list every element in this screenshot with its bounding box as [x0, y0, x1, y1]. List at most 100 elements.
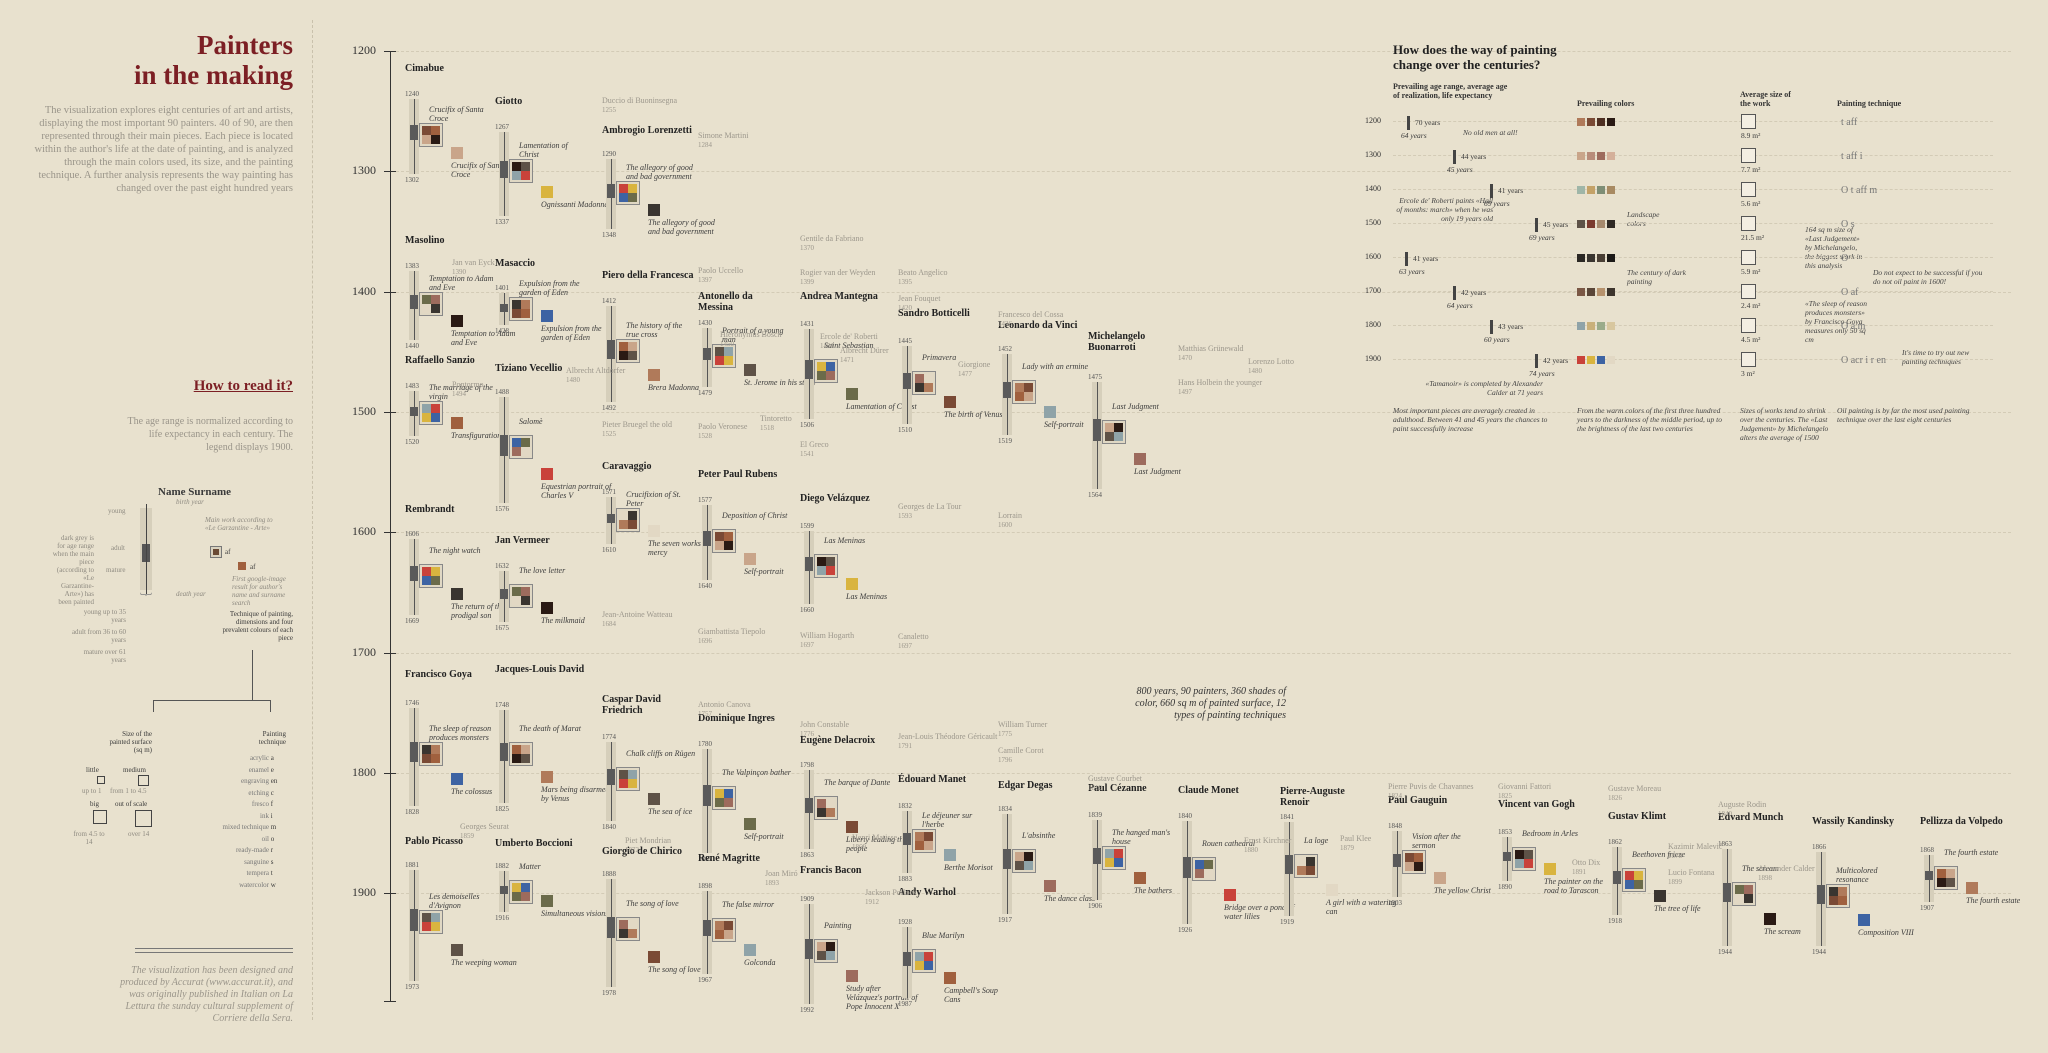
size-label: 7.7 m² — [1741, 165, 1761, 174]
axis-gridline — [396, 652, 2011, 654]
artwork-thumbnail — [1294, 854, 1318, 879]
minor-painter-name: Albrecht Dürer — [840, 346, 889, 355]
minor-painter-year: 1390 — [452, 268, 466, 276]
tech-code: c — [270, 788, 274, 797]
minor-painter-year: 1899 — [1668, 878, 1682, 886]
artwork-thumbnail — [712, 344, 736, 369]
minor-painter-name: El Greco — [800, 440, 829, 449]
color-swatch — [521, 300, 530, 310]
minor-painter-name: Jean-Antoine Watteau — [602, 610, 673, 619]
color-swatch — [826, 941, 835, 951]
axis-tick-label: 1600 — [352, 524, 376, 539]
artwork-label-2: The sea of ice — [648, 806, 693, 816]
axis-tick — [384, 171, 396, 173]
technique-label: t aff i — [1841, 151, 1863, 162]
palette-swatch — [1587, 356, 1595, 364]
age-label: 43 years — [1498, 322, 1524, 331]
legend-size-little: little — [86, 766, 99, 774]
footer-age: Most important pieces are averagely crea… — [1393, 406, 1548, 433]
color-swatch — [817, 941, 826, 951]
artwork-label: Rouen cathedral — [1202, 839, 1256, 849]
life-label: 64 years — [1447, 301, 1473, 310]
age-label: 44 years — [1461, 152, 1487, 161]
row-line — [1393, 359, 1993, 360]
palette-swatch — [1587, 288, 1595, 296]
artwork-label-2: The weeping woman — [451, 957, 517, 967]
legend-first-image-note: First google-image result for author's n… — [232, 575, 286, 607]
color-swatch — [924, 951, 933, 961]
minor-painter-name: Matthias Grünewald — [1178, 344, 1244, 353]
note-1400b: Landscape colors — [1627, 210, 1660, 228]
legend-birth: birth year — [176, 498, 204, 506]
note-1400a: Ercole de' Roberti paints «Hall of month… — [1396, 196, 1493, 223]
tech-row-8: ready-made r — [190, 846, 300, 858]
artwork-label: Deposition of Christ — [722, 510, 788, 520]
artwork-thumbnail-2 — [648, 792, 660, 805]
painter-name: Piero della Francesca — [602, 270, 694, 281]
footer-colors: From the warm colors of the first three … — [1577, 406, 1722, 433]
color-swatch — [619, 342, 628, 352]
tech-code: w — [270, 880, 276, 889]
painter-name: Cimabue — [405, 63, 444, 74]
age-label: 45 years — [1543, 220, 1569, 229]
life-bar-dark — [500, 885, 508, 894]
painter-name: Diego Velázquez — [800, 493, 870, 504]
color-swatch — [422, 566, 431, 576]
minor-painter-name: Simone Martini — [698, 131, 749, 140]
color-swatch — [1414, 862, 1423, 872]
row-line — [1393, 189, 1993, 190]
palette-swatch — [1577, 288, 1585, 296]
technique-label: t aff — [1841, 117, 1858, 128]
col-header-age: Prevailing age range, average age of rea… — [1393, 82, 1508, 100]
artwork-label: The barque of Dante — [824, 777, 891, 787]
color-swatch — [619, 779, 628, 789]
artwork-thumbnail-2 — [541, 770, 553, 783]
artwork-thumbnail-2 — [944, 396, 956, 409]
painter-born: 1898 — [698, 881, 712, 890]
painter-born: 1863 — [1718, 839, 1732, 848]
minor-painter-year: 1497 — [1178, 388, 1192, 396]
artwork-label: The death of Marat — [519, 723, 581, 733]
legend-af-1: af — [225, 548, 231, 556]
color-swatch — [1625, 879, 1634, 889]
color-swatch — [619, 192, 628, 202]
artwork-thumbnail-2 — [541, 601, 553, 614]
life-bar-dark — [903, 832, 911, 846]
size-label: 2.4 m² — [1741, 301, 1761, 310]
color-swatch — [915, 382, 924, 392]
tech-code: t — [270, 869, 273, 877]
palette-swatch — [1577, 220, 1585, 228]
palette-swatch — [1597, 322, 1605, 330]
legend-adult-range: adult from 36 to 60 years — [71, 628, 126, 644]
painter-name: Francis Bacon — [800, 865, 862, 876]
minor-painter-name: Ercole de' Roberti — [820, 332, 878, 341]
color-swatch — [724, 788, 733, 798]
color-swatch — [512, 586, 521, 596]
painter-died: 1992 — [800, 1005, 814, 1014]
color-swatch — [521, 171, 530, 181]
artwork-label: Le déjeuner sur l'herbe — [922, 810, 973, 829]
palette-swatch — [1607, 152, 1615, 160]
color-swatch — [826, 807, 835, 817]
minor-painter-name: Lucio Fontana — [1668, 868, 1715, 877]
color-swatch — [826, 362, 835, 372]
color-swatch — [422, 922, 431, 932]
color-swatch — [715, 347, 724, 357]
color-swatch — [431, 413, 440, 423]
axis-tick-label: 1500 — [352, 403, 376, 418]
axis-gridline — [396, 51, 2011, 52]
legend-technique-title: Painting technique — [258, 730, 286, 746]
color-swatch — [1195, 860, 1204, 870]
minor-painter-name: Paul Klee — [1340, 834, 1372, 843]
artwork-thumbnail-2 — [744, 818, 756, 831]
artwork-thumbnail-2 — [1134, 452, 1146, 465]
color-swatch — [1105, 423, 1114, 432]
axis-tick-label: 1800 — [352, 764, 376, 779]
tech-row-6: mixed technique m — [190, 823, 300, 835]
artwork-thumbnail-2 — [1044, 879, 1056, 892]
life-bar-dark — [903, 951, 911, 966]
color-swatch — [1195, 869, 1204, 879]
note-1800: It's time to try out new painting techni… — [1902, 348, 1970, 366]
painter-name: Peter Paul Rubens — [698, 469, 778, 480]
axis-tick-label: 1300 — [352, 163, 376, 178]
